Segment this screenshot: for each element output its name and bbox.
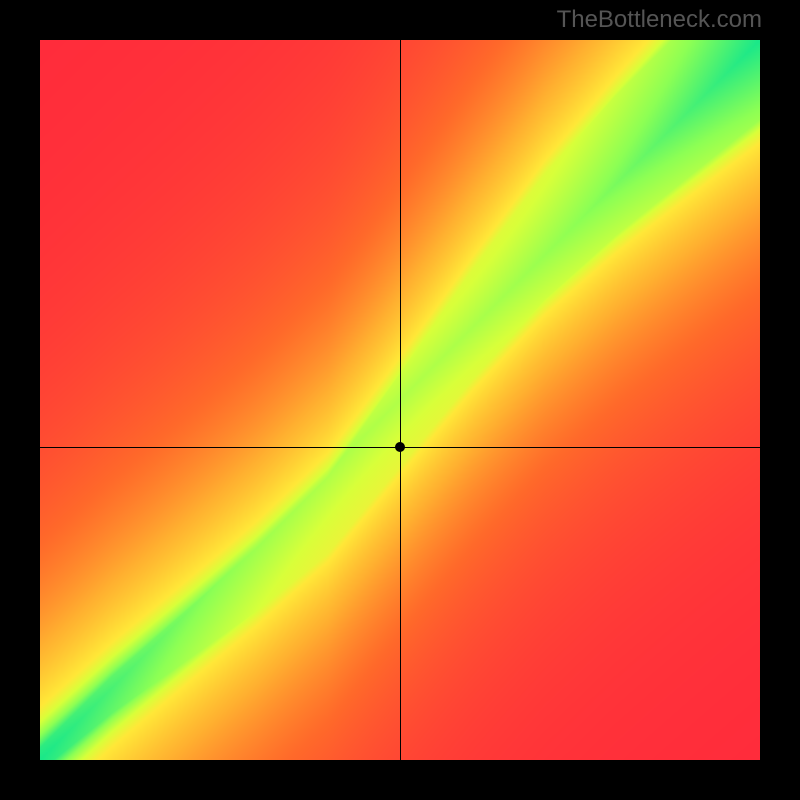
- outer-frame: TheBottleneck.com: [0, 0, 800, 800]
- watermark-text: TheBottleneck.com: [557, 6, 762, 34]
- heatmap-canvas: [40, 40, 760, 760]
- heatmap-plot: [40, 40, 760, 760]
